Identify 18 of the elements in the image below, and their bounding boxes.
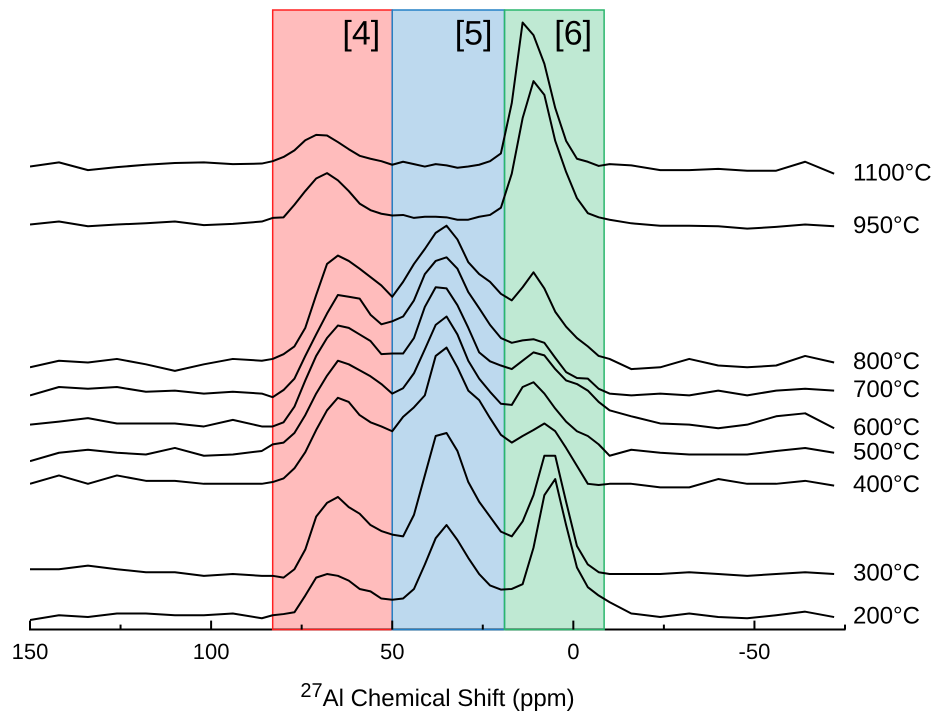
series-label: 300°C bbox=[853, 560, 920, 587]
band-label: [4] bbox=[342, 14, 380, 52]
series-label: 700°C bbox=[853, 376, 920, 404]
x-tick-label: -50 bbox=[738, 638, 770, 664]
x-tick-label: 100 bbox=[192, 638, 230, 664]
x-tick-label: 150 bbox=[12, 638, 48, 664]
series-label: 800°C bbox=[853, 348, 920, 376]
band-label: [6] bbox=[554, 14, 592, 52]
series-label: 400°C bbox=[853, 471, 920, 498]
series-label: 950°C bbox=[853, 212, 920, 239]
series-label: 200°C bbox=[853, 602, 920, 630]
series-label: 600°C bbox=[853, 414, 920, 441]
series-label: 500°C bbox=[853, 438, 920, 466]
x-tick-label: 50 bbox=[380, 638, 404, 664]
x-axis-title: $^{27}$Al Chemical Shift (ppm) bbox=[299, 679, 576, 714]
x-tick-label: 0 bbox=[567, 638, 580, 664]
series-label: 1100°C bbox=[853, 159, 932, 186]
band-label: [5] bbox=[454, 14, 493, 52]
